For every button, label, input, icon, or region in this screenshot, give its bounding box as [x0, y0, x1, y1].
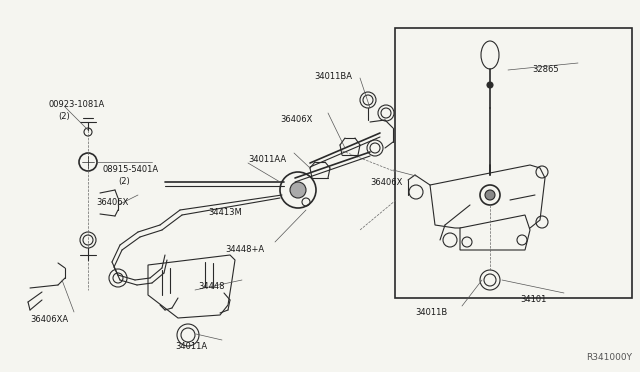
Text: 36406X: 36406X	[370, 178, 403, 187]
Text: 34448+A: 34448+A	[225, 245, 264, 254]
Text: 08915-5401A: 08915-5401A	[102, 165, 158, 174]
Polygon shape	[460, 215, 530, 250]
Circle shape	[79, 153, 97, 171]
Text: 00923-1081A: 00923-1081A	[48, 100, 104, 109]
Circle shape	[181, 328, 195, 342]
Text: 34011BA: 34011BA	[314, 72, 352, 81]
Text: R341000Y: R341000Y	[586, 353, 632, 362]
Text: 34448: 34448	[198, 282, 225, 291]
Circle shape	[83, 235, 93, 245]
Bar	[395, 28, 632, 298]
Circle shape	[84, 128, 92, 136]
Text: 34011B: 34011B	[415, 308, 447, 317]
Polygon shape	[430, 165, 545, 228]
Text: (2): (2)	[118, 177, 130, 186]
Text: 34101: 34101	[520, 295, 547, 304]
Text: 34413M: 34413M	[208, 208, 242, 217]
Circle shape	[280, 172, 316, 208]
Text: (2): (2)	[58, 112, 70, 121]
Text: 34011A: 34011A	[175, 342, 207, 351]
Circle shape	[113, 273, 123, 283]
Circle shape	[485, 190, 495, 200]
Text: 32865: 32865	[532, 65, 559, 74]
Ellipse shape	[481, 41, 499, 69]
Text: 36406XA: 36406XA	[30, 315, 68, 324]
Circle shape	[290, 182, 306, 198]
Polygon shape	[148, 255, 235, 318]
Text: 36406X: 36406X	[280, 115, 312, 124]
Text: 34011AA: 34011AA	[248, 155, 286, 164]
Circle shape	[487, 82, 493, 88]
Text: 36406X: 36406X	[96, 198, 129, 207]
